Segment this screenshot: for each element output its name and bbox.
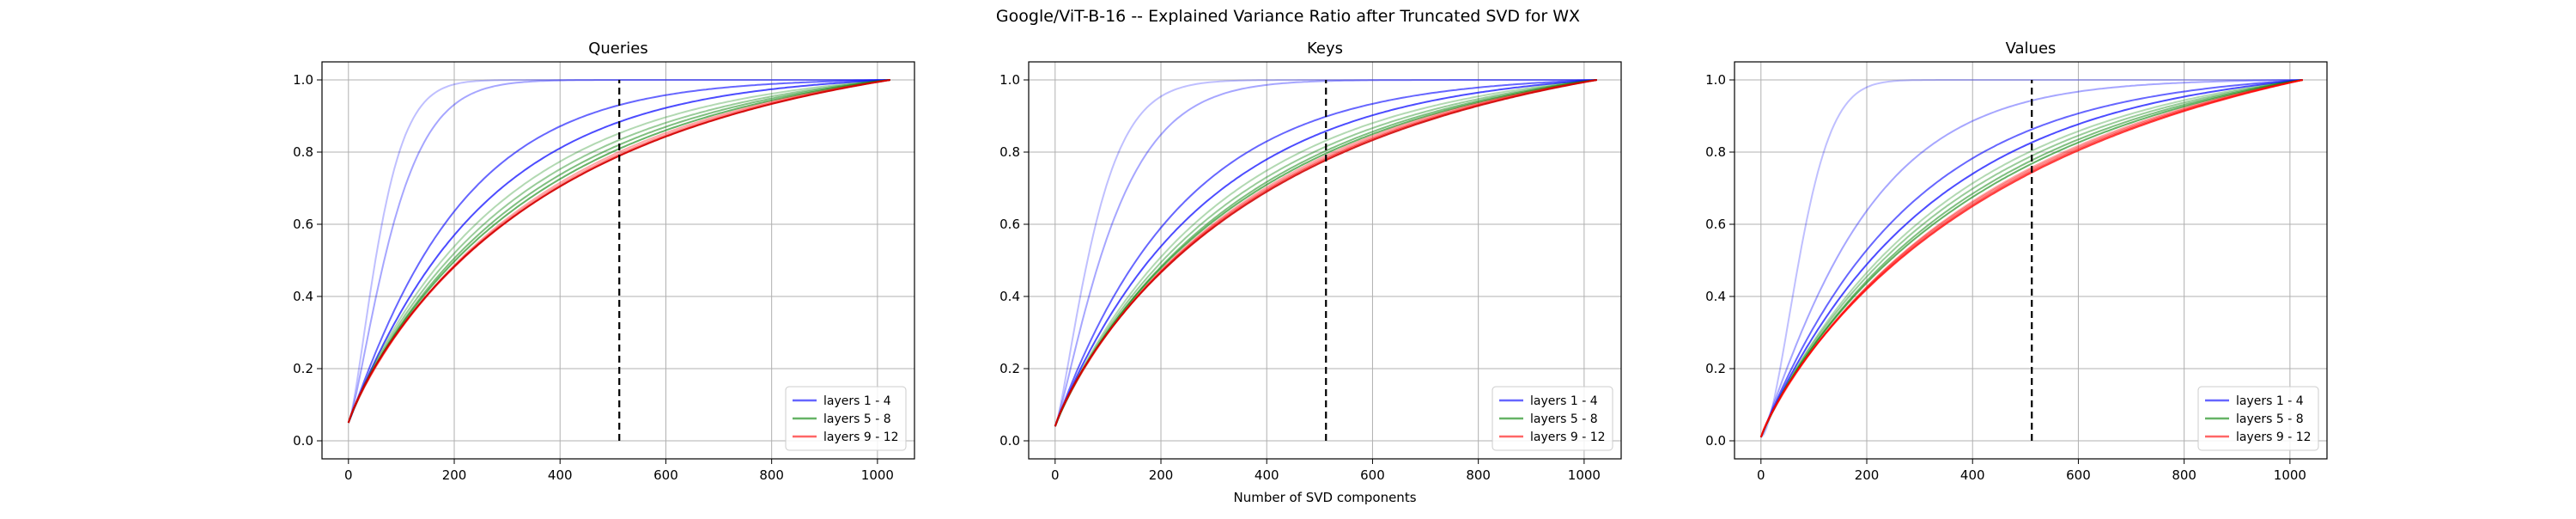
chart-title: Queries <box>588 40 648 58</box>
series-line-3 <box>1759 79 2303 438</box>
y-tick-label: 0.6 <box>999 217 1020 232</box>
y-tick-label: 1.0 <box>293 72 313 88</box>
series-line-8 <box>1054 79 1597 427</box>
legend-label: layers 5 - 8 <box>1530 412 1598 426</box>
chart-title: Keys <box>1307 40 1343 58</box>
series-line-4 <box>1054 79 1597 427</box>
legend-box <box>785 386 907 451</box>
legend-label: layers 9 - 12 <box>2236 430 2312 444</box>
y-tick-label: 0.6 <box>293 217 313 232</box>
y-tick-label: 0.0 <box>1705 433 1726 449</box>
legend-label: layers 5 - 8 <box>2236 412 2304 426</box>
axes-frame <box>1734 61 2328 460</box>
legend-label: layers 1 - 4 <box>2236 394 2304 408</box>
series-line-4 <box>1759 79 2303 438</box>
x-tick-label: 1000 <box>2274 467 2306 483</box>
legend-box <box>2197 386 2319 451</box>
x-tick-label: 400 <box>548 467 573 483</box>
y-tick-label: 0.4 <box>1705 289 1726 304</box>
chart-panel-1: 0 200 400 600 800 1000 0.0 0.2 0.4 0.6 0.8 1.0 Queri… <box>293 40 915 483</box>
legend-box <box>1492 386 1613 451</box>
legend: layers 1 - 4 layers 5 - 8 layers 9 - 12 <box>785 386 907 451</box>
legend: layers 1 - 4 layers 5 - 8 layers 9 - 12 <box>1492 386 1613 451</box>
y-tick-label: 0.2 <box>1705 361 1726 376</box>
legend-label: layers 9 - 12 <box>1530 430 1606 444</box>
x-tick-label: 1000 <box>1568 467 1601 483</box>
y-tick-label: 0.4 <box>293 289 313 304</box>
y-tick-label: 0.4 <box>999 289 1020 304</box>
series-line-5 <box>1054 79 1597 427</box>
x-tick-label: 200 <box>1149 467 1174 483</box>
series-line-6 <box>347 79 890 424</box>
legend-label: layers 1 - 4 <box>1530 394 1598 408</box>
series-line-8 <box>1759 79 2303 438</box>
x-tick-label: 600 <box>2066 467 2091 483</box>
x-tick-label: 800 <box>2172 467 2196 483</box>
y-tick-label: 0.0 <box>293 433 313 449</box>
x-axis-label: Number of SVD components <box>1233 490 1416 505</box>
x-tick-label: 400 <box>1255 467 1279 483</box>
y-tick-label: 0.2 <box>999 361 1020 376</box>
axes-frame <box>321 61 915 460</box>
y-tick-label: 0.8 <box>293 144 313 160</box>
x-tick-label: 600 <box>1360 467 1385 483</box>
chart-panel-3: 0 200 400 600 800 1000 0.0 0.2 0.4 0.6 0.8 1.0 Value… <box>1705 40 2328 483</box>
y-tick-label: 0.8 <box>1705 144 1726 160</box>
x-tick-label: 0 <box>344 467 353 483</box>
legend-label: layers 5 - 8 <box>823 412 891 426</box>
y-tick-label: 1.0 <box>1705 72 1726 88</box>
x-tick-label: 800 <box>759 467 784 483</box>
legend-label: layers 1 - 4 <box>823 394 891 408</box>
x-tick-label: 800 <box>1466 467 1491 483</box>
x-tick-label: 600 <box>653 467 678 483</box>
x-tick-label: 1000 <box>861 467 894 483</box>
series-line-5 <box>1759 79 2303 438</box>
chart-title: Values <box>2006 40 2057 58</box>
x-tick-label: 200 <box>1855 467 1880 483</box>
y-tick-label: 0.8 <box>999 144 1020 160</box>
y-tick-label: 0.2 <box>293 361 313 376</box>
chart-panel-2: 0 200 400 600 800 1000 0.0 0.2 0.4 0.6 0.8 1.0 Keys N… <box>999 40 1622 505</box>
y-tick-label: 0.0 <box>999 433 1020 449</box>
figure-title: Google/ViT-B-16 -- Explained Variance Ra… <box>995 7 1581 26</box>
x-tick-label: 200 <box>442 467 467 483</box>
y-tick-label: 1.0 <box>999 72 1020 88</box>
y-tick-label: 0.6 <box>1705 217 1726 232</box>
x-tick-label: 400 <box>1960 467 1985 483</box>
axes-frame <box>1028 61 1622 460</box>
legend: layers 1 - 4 layers 5 - 8 layers 9 - 12 <box>2197 386 2319 451</box>
x-tick-label: 0 <box>1051 467 1060 483</box>
x-tick-label: 0 <box>1757 467 1765 483</box>
legend-label: layers 9 - 12 <box>823 430 899 444</box>
